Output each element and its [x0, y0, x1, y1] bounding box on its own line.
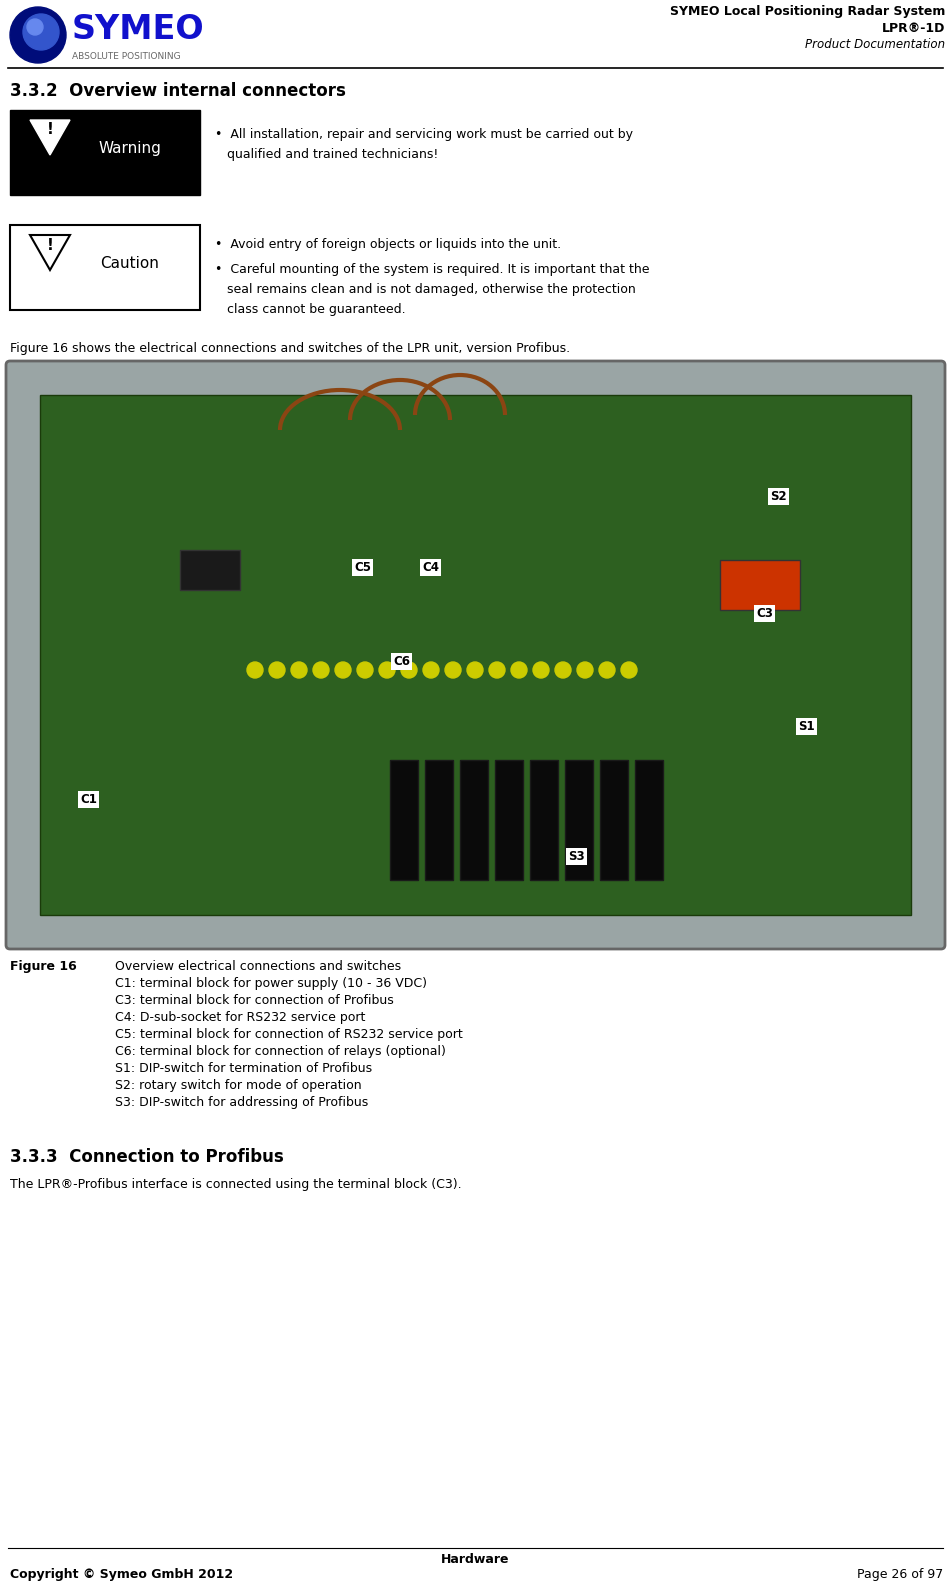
Text: Overview electrical connections and switches: Overview electrical connections and swit…	[115, 961, 401, 973]
Circle shape	[599, 663, 615, 679]
Circle shape	[357, 663, 373, 679]
FancyBboxPatch shape	[600, 760, 628, 879]
Text: SYMEO Local Positioning Radar System: SYMEO Local Positioning Radar System	[670, 5, 945, 18]
Circle shape	[555, 663, 571, 679]
Circle shape	[533, 663, 549, 679]
FancyBboxPatch shape	[425, 760, 453, 879]
Text: Figure 16: Figure 16	[10, 961, 77, 973]
Text: Page 26 of 97: Page 26 of 97	[857, 1568, 943, 1580]
Text: !: !	[47, 237, 53, 253]
Text: C6: C6	[393, 655, 410, 667]
Circle shape	[269, 663, 285, 679]
Text: The LPR®-Profibus interface is connected using the terminal block (C3).: The LPR®-Profibus interface is connected…	[10, 1177, 461, 1192]
FancyBboxPatch shape	[180, 550, 240, 589]
Circle shape	[621, 663, 637, 679]
Text: •  All installation, repair and servicing work must be carried out by: • All installation, repair and servicing…	[215, 127, 633, 142]
Text: qualified and trained technicians!: qualified and trained technicians!	[215, 148, 438, 161]
FancyBboxPatch shape	[40, 395, 911, 914]
FancyBboxPatch shape	[460, 760, 488, 879]
FancyBboxPatch shape	[10, 110, 200, 194]
Text: class cannot be guaranteed.: class cannot be guaranteed.	[215, 303, 406, 315]
Text: LPR®-1D: LPR®-1D	[882, 22, 945, 35]
Text: !: !	[47, 123, 53, 137]
Text: •  Careful mounting of the system is required. It is important that the: • Careful mounting of the system is requ…	[215, 263, 650, 276]
Text: C5: C5	[354, 561, 371, 573]
Circle shape	[23, 14, 59, 49]
Circle shape	[335, 663, 351, 679]
Text: seal remains clean and is not damaged, otherwise the protection: seal remains clean and is not damaged, o…	[215, 284, 636, 296]
Text: C4: C4	[422, 561, 439, 573]
FancyBboxPatch shape	[565, 760, 593, 879]
Text: •  Avoid entry of foreign objects or liquids into the unit.: • Avoid entry of foreign objects or liqu…	[215, 237, 561, 252]
Text: C1: C1	[80, 793, 97, 806]
Text: C4: D-sub-socket for RS232 service port: C4: D-sub-socket for RS232 service port	[115, 1012, 365, 1024]
Text: Caution: Caution	[101, 255, 160, 271]
Text: C1: terminal block for power supply (10 - 36 VDC): C1: terminal block for power supply (10 …	[115, 977, 427, 989]
Circle shape	[379, 663, 395, 679]
Text: Figure 16 shows the electrical connections and switches of the LPR unit, version: Figure 16 shows the electrical connectio…	[10, 342, 571, 355]
Text: Hardware: Hardware	[440, 1553, 509, 1566]
Circle shape	[313, 663, 329, 679]
Text: Product Documentation: Product Documentation	[805, 38, 945, 51]
Circle shape	[577, 663, 593, 679]
Circle shape	[291, 663, 307, 679]
Circle shape	[445, 663, 461, 679]
Circle shape	[10, 6, 66, 64]
FancyBboxPatch shape	[530, 760, 558, 879]
Text: S2: S2	[770, 491, 786, 503]
Text: S1: DIP-switch for termination of Profibus: S1: DIP-switch for termination of Profib…	[115, 1063, 372, 1075]
FancyBboxPatch shape	[6, 362, 945, 949]
Text: C6: terminal block for connection of relays (optional): C6: terminal block for connection of rel…	[115, 1045, 446, 1058]
Text: SYMEO: SYMEO	[72, 13, 204, 46]
FancyBboxPatch shape	[635, 760, 663, 879]
Text: 3.3.2  Overview internal connectors: 3.3.2 Overview internal connectors	[10, 81, 346, 100]
FancyBboxPatch shape	[390, 760, 418, 879]
Polygon shape	[30, 119, 70, 155]
Circle shape	[423, 663, 439, 679]
Circle shape	[401, 663, 417, 679]
Circle shape	[511, 663, 527, 679]
Text: S2: rotary switch for mode of operation: S2: rotary switch for mode of operation	[115, 1078, 361, 1091]
Text: C3: C3	[756, 607, 773, 620]
Text: 3.3.3  Connection to Profibus: 3.3.3 Connection to Profibus	[10, 1149, 283, 1166]
Text: S3: DIP-switch for addressing of Profibus: S3: DIP-switch for addressing of Profibu…	[115, 1096, 368, 1109]
Text: Warning: Warning	[99, 140, 162, 156]
Circle shape	[27, 19, 43, 35]
Text: S3: S3	[568, 851, 585, 863]
FancyBboxPatch shape	[10, 225, 200, 311]
Text: C3: terminal block for connection of Profibus: C3: terminal block for connection of Pro…	[115, 994, 394, 1007]
Text: C5: terminal block for connection of RS232 service port: C5: terminal block for connection of RS2…	[115, 1027, 463, 1040]
Text: Copyright © Symeo GmbH 2012: Copyright © Symeo GmbH 2012	[10, 1568, 233, 1580]
Circle shape	[247, 663, 263, 679]
Text: ABSOLUTE POSITIONING: ABSOLUTE POSITIONING	[72, 53, 181, 61]
FancyBboxPatch shape	[495, 760, 523, 879]
Circle shape	[489, 663, 505, 679]
FancyBboxPatch shape	[720, 561, 800, 610]
Text: S1: S1	[798, 720, 815, 733]
Circle shape	[467, 663, 483, 679]
